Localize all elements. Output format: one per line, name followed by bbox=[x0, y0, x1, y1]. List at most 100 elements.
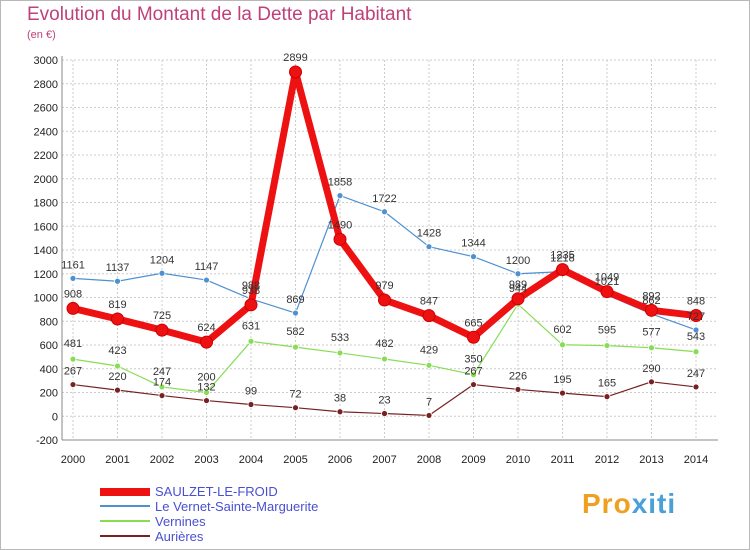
data-label: 543 bbox=[687, 331, 705, 343]
data-label: 582 bbox=[286, 326, 304, 338]
data-point bbox=[155, 323, 169, 337]
data-label: 1204 bbox=[150, 254, 174, 266]
data-label: 132 bbox=[197, 382, 215, 394]
data-point bbox=[514, 386, 522, 393]
x-tick-label: 2000 bbox=[61, 454, 85, 466]
data-label: 979 bbox=[375, 280, 393, 292]
data-label: 1161 bbox=[61, 259, 85, 271]
y-tick-label: 1600 bbox=[34, 221, 58, 233]
data-label: 290 bbox=[642, 363, 660, 375]
data-label: 848 bbox=[687, 296, 705, 308]
data-point bbox=[158, 392, 166, 399]
data-label: 1049 bbox=[595, 272, 619, 284]
data-label: 247 bbox=[153, 366, 171, 378]
data-label: 267 bbox=[464, 366, 482, 378]
data-point bbox=[200, 335, 213, 349]
data-label: 869 bbox=[286, 294, 304, 306]
data-point bbox=[514, 270, 522, 278]
axes: -200 0 200 400 600 800 1000 1200 1400 1600 1800 200… bbox=[34, 55, 718, 466]
data-point bbox=[559, 341, 566, 349]
data-point bbox=[425, 243, 433, 251]
x-tick-label: 2010 bbox=[506, 454, 530, 466]
data-point bbox=[470, 381, 477, 388]
data-point bbox=[381, 355, 388, 363]
data-label: 1147 bbox=[195, 261, 219, 273]
data-label: 350 bbox=[464, 354, 482, 366]
y-tick-label: 2400 bbox=[34, 126, 58, 138]
data-label: 602 bbox=[553, 324, 571, 336]
chart-title: Evolution du Montant de la Dette par Hab… bbox=[27, 4, 412, 25]
data-point bbox=[244, 298, 258, 312]
y-tick-label: 1200 bbox=[34, 269, 58, 281]
data-point bbox=[381, 208, 388, 216]
data-label: 665 bbox=[464, 317, 482, 329]
y-tick-label: 2000 bbox=[34, 174, 58, 186]
data-label: 1490 bbox=[328, 219, 352, 231]
data-point bbox=[66, 301, 80, 315]
data-label: 174 bbox=[153, 377, 171, 389]
data-label: 423 bbox=[108, 345, 126, 357]
data-point bbox=[559, 389, 566, 397]
x-tick-label: 2008 bbox=[417, 454, 441, 466]
x-tick-label: 2014 bbox=[684, 454, 708, 466]
x-tick-label: 2004 bbox=[239, 454, 263, 466]
legend-swatch-vernines bbox=[100, 520, 150, 522]
data-point bbox=[470, 371, 477, 379]
x-tick-label: 2001 bbox=[105, 454, 129, 466]
data-point bbox=[247, 337, 255, 345]
data-label: 429 bbox=[420, 344, 438, 356]
data-point bbox=[114, 386, 121, 394]
data-label: 989 bbox=[509, 279, 527, 291]
data-label: 819 bbox=[108, 299, 126, 311]
data-label: 1235 bbox=[550, 250, 574, 262]
data-point bbox=[425, 361, 433, 369]
data-point bbox=[692, 383, 700, 391]
data-point bbox=[692, 326, 700, 334]
y-tick-label: 0 bbox=[52, 411, 58, 423]
y-tick-label: 800 bbox=[40, 316, 58, 328]
legend-label-saulzet: SAULZET-LE-FROID bbox=[155, 484, 278, 499]
y-tick-label: 600 bbox=[40, 340, 58, 352]
data-point bbox=[158, 383, 166, 391]
data-label: 725 bbox=[153, 310, 171, 322]
data-label: 908 bbox=[64, 288, 82, 300]
data-point bbox=[289, 65, 302, 79]
data-point bbox=[467, 330, 480, 344]
data-label: 165 bbox=[598, 378, 616, 390]
data-label: 226 bbox=[509, 370, 527, 382]
legend-swatch-saulzet bbox=[100, 488, 150, 496]
x-tick-label: 2006 bbox=[328, 454, 352, 466]
x-tick-label: 2009 bbox=[461, 454, 485, 466]
data-point bbox=[378, 293, 391, 307]
y-tick-label: 2200 bbox=[34, 150, 58, 162]
data-label: 481 bbox=[64, 338, 82, 350]
proxiti-logo: Proxiti bbox=[582, 488, 677, 519]
data-point bbox=[692, 348, 700, 356]
x-tick-label: 2005 bbox=[283, 454, 307, 466]
x-tick-label: 2012 bbox=[595, 454, 619, 466]
data-point bbox=[111, 312, 124, 326]
legend-swatch-vernet bbox=[100, 505, 150, 507]
y-tick-label: 400 bbox=[40, 364, 58, 376]
data-point bbox=[336, 349, 344, 357]
data-labels: 267 220 174 132 99 72 38 23 7 267 226 195 165 290 247 4… bbox=[61, 52, 705, 408]
data-label: 1428 bbox=[417, 228, 441, 240]
x-tick-label: 2011 bbox=[551, 454, 575, 466]
data-label: 1200 bbox=[506, 255, 530, 267]
y-tick-label: 1800 bbox=[34, 198, 58, 210]
data-point bbox=[336, 408, 344, 416]
data-point bbox=[470, 253, 477, 261]
series-lines bbox=[66, 65, 703, 419]
data-point bbox=[511, 292, 525, 306]
data-point bbox=[422, 309, 436, 323]
data-point bbox=[645, 303, 658, 317]
data-label: 482 bbox=[375, 338, 393, 350]
data-label: 988 bbox=[242, 280, 260, 292]
data-label: 1344 bbox=[461, 238, 485, 250]
data-label: 267 bbox=[64, 366, 82, 378]
data-label: 533 bbox=[331, 332, 349, 344]
data-point bbox=[292, 404, 299, 412]
legend-swatch-aurieres bbox=[100, 535, 150, 537]
data-label: 1137 bbox=[106, 262, 130, 274]
